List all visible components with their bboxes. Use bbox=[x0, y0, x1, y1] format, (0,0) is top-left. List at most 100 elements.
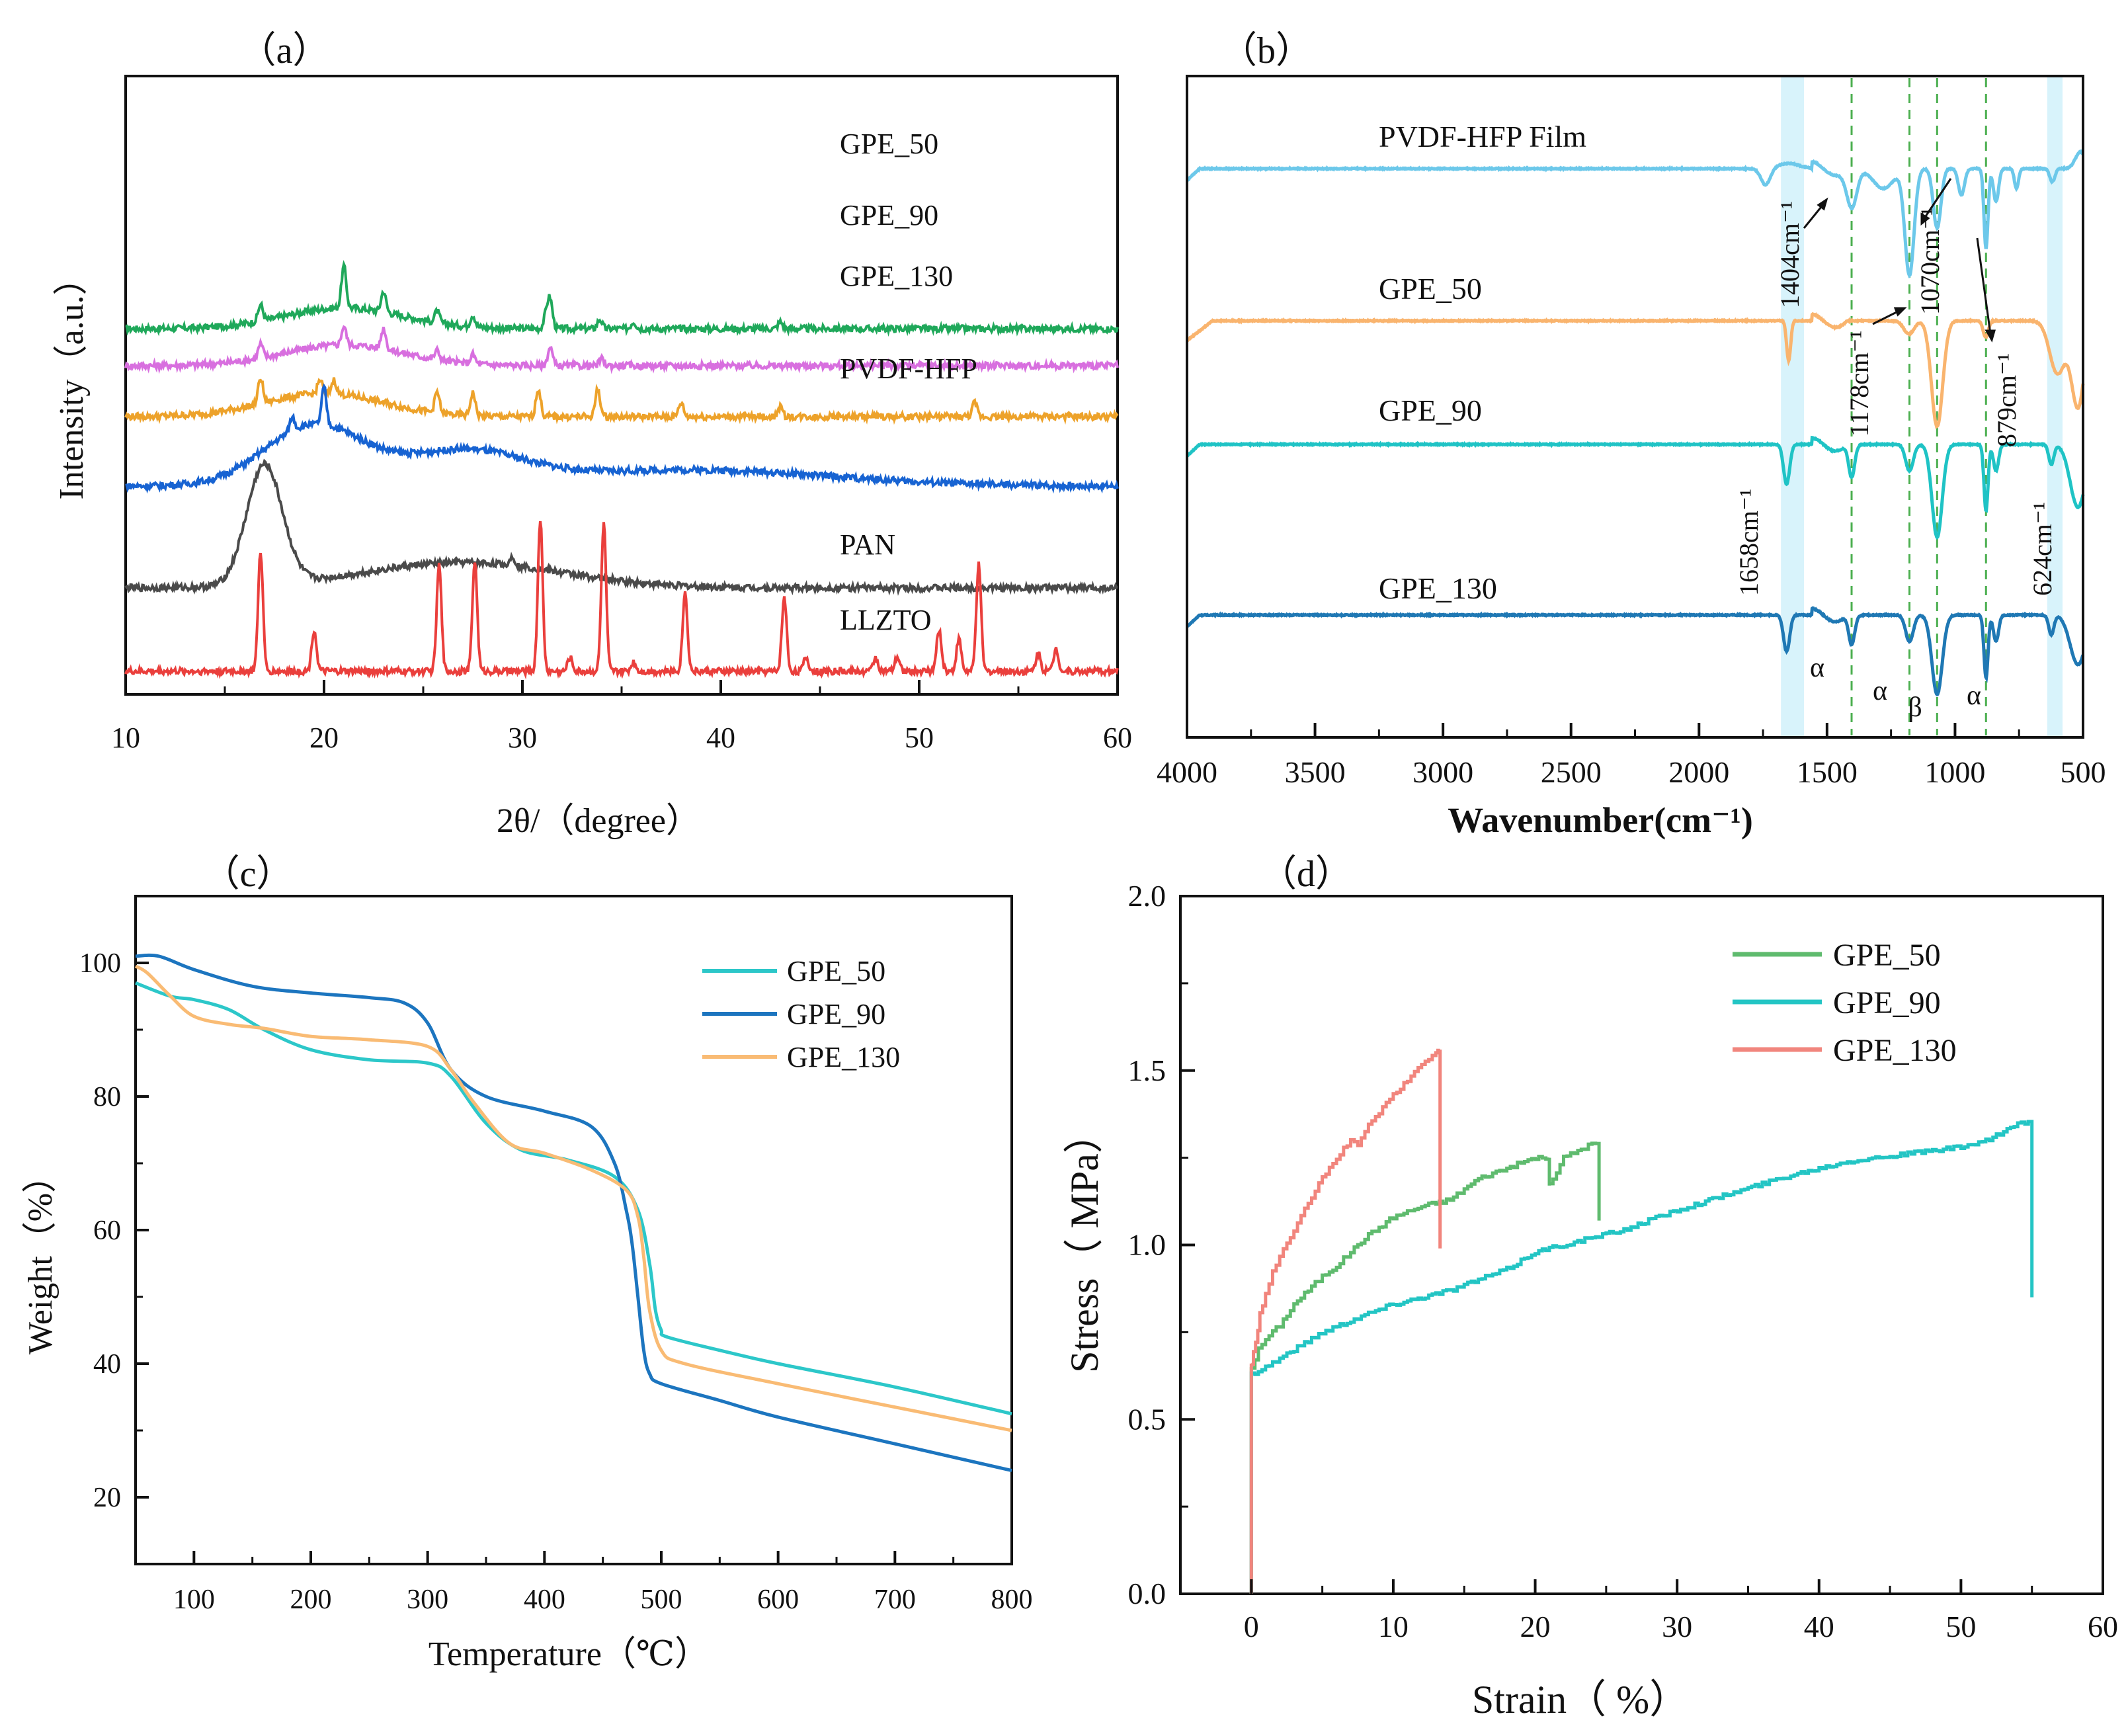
panel-a-curves bbox=[124, 260, 1119, 680]
panel-b-annotation: 1070cm⁻¹ bbox=[1915, 208, 1945, 315]
panel-b-phase-label: α bbox=[1967, 681, 1981, 711]
panel-d: （d） 0 10 20 30 40 50 60 0.0 0.5 1.0 1.5 2.0 GPE_50 … bbox=[1063, 854, 2118, 1721]
panel-a-x-tick-label: 20 bbox=[309, 722, 339, 754]
panel-d-x-tick-label: 10 bbox=[1378, 1610, 1409, 1643]
panel-d-y-tick-label: 0.0 bbox=[1128, 1577, 1166, 1610]
panel-c-y-tick-label: 20 bbox=[93, 1483, 121, 1513]
panel-a-curve-label: GPE_50 bbox=[840, 128, 938, 160]
panel-b-annotation: 1404cm⁻¹ bbox=[1775, 201, 1805, 308]
panel-c-x-tick-label: 500 bbox=[641, 1585, 682, 1615]
legend-label: GPE_90 bbox=[787, 998, 885, 1030]
stress-series-GPE_50 bbox=[1249, 1141, 1601, 1594]
panel-d-label: （d） bbox=[1260, 854, 1352, 895]
ftir-series-GPE_130 bbox=[1186, 606, 2085, 697]
panel-c-y-tick-label: 60 bbox=[93, 1216, 121, 1246]
stress-series-GPE_130 bbox=[1249, 1048, 1442, 1594]
stress-series-GPE_90 bbox=[1249, 1120, 2034, 1594]
legend-label: GPE_130 bbox=[787, 1041, 900, 1073]
panel-d-x-tick-label: 20 bbox=[1520, 1610, 1551, 1643]
panel-a-curve-label: GPE_90 bbox=[840, 199, 938, 231]
panel-c-ticks: 100 200 300 400 500 600 700 800 20 40 60 80 100 bbox=[79, 948, 1033, 1615]
panel-c-x-tick-label: 700 bbox=[874, 1585, 916, 1615]
panel-b-curves bbox=[1185, 149, 2085, 697]
panel-b-curve-label: GPE_90 bbox=[1379, 393, 1482, 427]
panel-a-curve-label: PVDF-HFP bbox=[840, 352, 977, 385]
panel-c-x-tick-label: 100 bbox=[173, 1585, 215, 1615]
xrd-series-LLZTO bbox=[124, 520, 1119, 680]
panel-c-x-tick-label: 300 bbox=[407, 1585, 448, 1615]
panel-c-x-tick-label: 800 bbox=[991, 1585, 1033, 1615]
panel-c-frame bbox=[134, 895, 1013, 1565]
panel-b-x-tick-label: 1000 bbox=[1924, 755, 1985, 789]
panel-b: （b） 4000 3500 3000 2500 2000 1500 1000 500 PVDF… bbox=[1157, 30, 2106, 840]
panel-d-x-tick-label: 0 bbox=[1244, 1610, 1259, 1643]
xrd-series-GPE_130 bbox=[124, 377, 1119, 425]
xrd-series-GPE_90 bbox=[124, 325, 1119, 374]
panel-b-dashed-lines bbox=[1850, 78, 1987, 735]
ftir-series-PVDF-HFP Film bbox=[1185, 149, 2084, 279]
panel-c-x-axis-title: Temperature（℃） bbox=[429, 1635, 709, 1673]
panel-b-phase-label: β bbox=[1908, 692, 1922, 723]
panel-b-x-axis-title: Wavenumber(cm⁻¹) bbox=[1448, 800, 1753, 840]
panel-a-frame bbox=[124, 75, 1119, 696]
panel-b-curve-label: GPE_50 bbox=[1379, 272, 1482, 306]
legend-label: GPE_50 bbox=[1833, 938, 1941, 973]
panel-d-y-axis-title: Stress（ MPa） bbox=[1063, 1114, 1106, 1373]
legend-label: GPE_90 bbox=[1833, 985, 1941, 1020]
tga-series-GPE_130 bbox=[134, 964, 1012, 1432]
panel-d-x-tick-label: 30 bbox=[1662, 1610, 1692, 1643]
xrd-series-GPE_50 bbox=[125, 260, 1119, 337]
panel-b-annotation: 1658cm⁻¹ bbox=[1734, 489, 1764, 596]
panel-c-x-tick-label: 600 bbox=[757, 1585, 799, 1615]
panel-b-annotation: 879cm⁻¹ bbox=[1992, 353, 2022, 447]
panel-c-legend: GPE_50 GPE_90 GPE_130 bbox=[702, 955, 900, 1073]
panel-d-frame bbox=[1179, 895, 2104, 1595]
panel-b-x-ticks: 4000 3500 3000 2500 2000 1500 1000 500 bbox=[1157, 723, 2106, 789]
panel-a-x-axis-title: 2θ/（degree） bbox=[497, 802, 700, 840]
panel-c-y-axis-title: Weight（%） bbox=[22, 1159, 60, 1354]
tga-series-GPE_90 bbox=[135, 953, 1012, 1473]
panel-b-phase-label: α bbox=[1810, 653, 1824, 683]
panel-a-curve-label: LLZTO bbox=[840, 604, 932, 636]
panel-a-x-tick-label: 40 bbox=[706, 722, 735, 754]
panel-a: （a） 10 20 30 40 50 60 GPE_50 GPE_90 GPE_130 P… bbox=[53, 30, 1132, 840]
panel-d-y-tick-label: 1.0 bbox=[1128, 1228, 1166, 1262]
panel-d-y-tick-label: 0.5 bbox=[1128, 1402, 1166, 1436]
panel-a-x-tick-label: 30 bbox=[508, 722, 537, 754]
panel-a-label: （a） bbox=[239, 30, 330, 71]
panel-b-x-tick-label: 3000 bbox=[1412, 755, 1473, 789]
panel-b-curve-label: GPE_130 bbox=[1379, 571, 1497, 605]
panel-c-curves bbox=[134, 953, 1012, 1473]
panel-b-annotation: 624cm⁻¹ bbox=[2027, 502, 2057, 596]
panel-b-frame bbox=[1186, 75, 2084, 739]
panel-d-x-tick-label: 40 bbox=[1804, 1610, 1834, 1643]
panel-a-x-tick-label: 60 bbox=[1103, 722, 1132, 754]
panel-b-x-tick-label: 2500 bbox=[1541, 755, 1602, 789]
ftir-series-GPE_50 bbox=[1186, 311, 2085, 429]
panel-b-x-tick-label: 500 bbox=[2061, 755, 2106, 789]
panel-b-label: （b） bbox=[1220, 30, 1313, 71]
panel-b-annotation: 1178cm⁻¹ bbox=[1844, 331, 1874, 437]
panel-d-y-tick-label: 2.0 bbox=[1128, 879, 1166, 913]
panel-c-x-tick-label: 200 bbox=[290, 1585, 332, 1615]
xrd-series-PAN bbox=[124, 458, 1118, 596]
panel-d-legend: GPE_50 GPE_90 GPE_130 bbox=[1733, 938, 1957, 1068]
panel-a-curve-label: PAN bbox=[840, 528, 895, 561]
panel-c-y-tick-label: 100 bbox=[79, 948, 121, 979]
legend-label: GPE_130 bbox=[1833, 1033, 1957, 1068]
panel-a-curve-label: GPE_130 bbox=[840, 260, 953, 292]
panel-d-x-axis-title: Strain（ %） bbox=[1472, 1678, 1689, 1721]
panel-a-x-tick-label: 50 bbox=[905, 722, 934, 754]
ftir-series-GPE_90 bbox=[1186, 435, 2085, 540]
panel-b-highlight-bands bbox=[1781, 76, 2063, 737]
ftir-highlight-band bbox=[2047, 76, 2063, 737]
panel-b-x-tick-label: 4000 bbox=[1157, 755, 1217, 789]
panel-b-x-tick-label: 3500 bbox=[1285, 755, 1346, 789]
panel-d-y-tick-label: 1.5 bbox=[1128, 1054, 1166, 1087]
panel-a-y-axis-title: Intensity（a.u.） bbox=[53, 261, 91, 499]
panel-c-y-tick-label: 40 bbox=[93, 1349, 121, 1380]
panel-a-x-ticks: 10 20 30 40 50 60 bbox=[111, 680, 1132, 754]
legend-label: GPE_50 bbox=[787, 955, 885, 987]
panel-b-x-tick-label: 1500 bbox=[1797, 755, 1858, 789]
panel-c-label: （c） bbox=[203, 854, 294, 895]
